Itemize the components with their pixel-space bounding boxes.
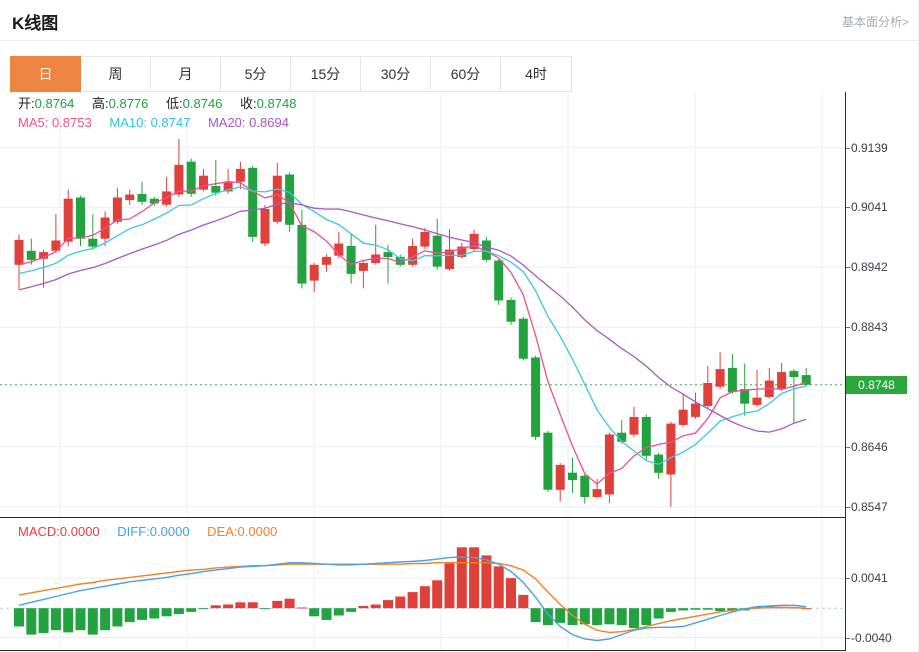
ma10-value: 0.8747 <box>150 115 191 130</box>
main-y-tick-3-label: 0.8843 <box>851 320 888 334</box>
open-label: 开: <box>18 96 35 111</box>
open-value: 0.8764 <box>34 96 75 111</box>
macd-y-tick-0-label: 0.0041 <box>851 571 888 585</box>
ma20-label: MA20: <box>207 115 246 130</box>
diff-value: 0.0000 <box>149 524 190 539</box>
ma5-label: MA5: <box>18 115 49 130</box>
macd-y-tick-1-label: -0.0040 <box>851 631 892 645</box>
close-value: 0.8748 <box>256 96 297 111</box>
right-axis-line <box>845 92 846 651</box>
macd-y-tick-1-tickmark <box>845 638 850 639</box>
pane-separator <box>0 517 845 518</box>
main-y-tick-0-tickmark <box>845 148 850 149</box>
main-y-tick-0-label: 0.9139 <box>851 141 888 155</box>
dea-value: 0.0000 <box>237 524 278 539</box>
tab-week[interactable]: 周 <box>81 57 151 91</box>
ma5-value: 0.8753 <box>51 115 92 130</box>
high-value: 0.8776 <box>108 96 149 111</box>
main-y-tick-2-label: 0.8942 <box>851 260 888 274</box>
low-label: 低: <box>166 96 183 111</box>
macd-value: 0.0000 <box>59 524 100 539</box>
high-label: 高: <box>92 96 109 111</box>
ohlc-legend: 开:0.8764 高:0.8776 低:0.8746 收:0.8748 <box>18 95 310 113</box>
fundamental-analysis-link[interactable]: 基本面分析> <box>841 15 909 29</box>
page-title: K线图 <box>12 14 59 33</box>
tab-15min[interactable]: 15分 <box>291 57 361 91</box>
main-y-tick-4-label: 0.8646 <box>851 440 888 454</box>
ma20-value: 0.8694 <box>249 115 289 130</box>
main-y-tick-4-tickmark <box>845 447 850 448</box>
main-y-tick-1-tickmark <box>845 207 850 208</box>
main-candlestick-chart[interactable] <box>0 92 845 517</box>
ma10-label: MA10: <box>109 115 147 130</box>
low-value: 0.8746 <box>182 96 223 111</box>
tab-month[interactable]: 月 <box>151 57 221 91</box>
tab-30min[interactable]: 30分 <box>361 57 431 91</box>
close-label: 收: <box>240 96 257 111</box>
tab-60min[interactable]: 60分 <box>431 57 501 91</box>
macd-y-tick-0-tickmark <box>845 578 850 579</box>
last-price-badge: 0.8748 <box>846 376 907 394</box>
header: K线图 基本面分析> <box>0 0 918 41</box>
main-y-tick-5-label: 0.8547 <box>851 500 888 514</box>
macd-label: MACD: <box>18 524 60 539</box>
main-y-tick-1-label: 0.9041 <box>851 200 888 214</box>
main-y-tick-5-tickmark <box>845 507 850 508</box>
main-y-tick-2-tickmark <box>845 267 850 268</box>
period-tabs: 日 周 月 5分 15分 30分 60分 4时 <box>10 56 572 92</box>
macd-chart[interactable] <box>0 518 845 650</box>
main-y-tick-3-tickmark <box>845 327 850 328</box>
tab-4hour[interactable]: 4时 <box>501 57 571 91</box>
dea-label: DEA: <box>207 524 238 539</box>
tab-5min[interactable]: 5分 <box>221 57 291 91</box>
ma-legend: MA5: 0.8753 MA10: 0.8747 MA20: 0.8694 <box>18 114 303 132</box>
diff-label: DIFF: <box>117 524 150 539</box>
bottom-axis-line <box>0 650 845 651</box>
tab-day[interactable]: 日 <box>10 56 81 92</box>
macd-legend: MACD:0.0000 DIFF:0.0000 DEA:0.0000 <box>18 523 291 541</box>
